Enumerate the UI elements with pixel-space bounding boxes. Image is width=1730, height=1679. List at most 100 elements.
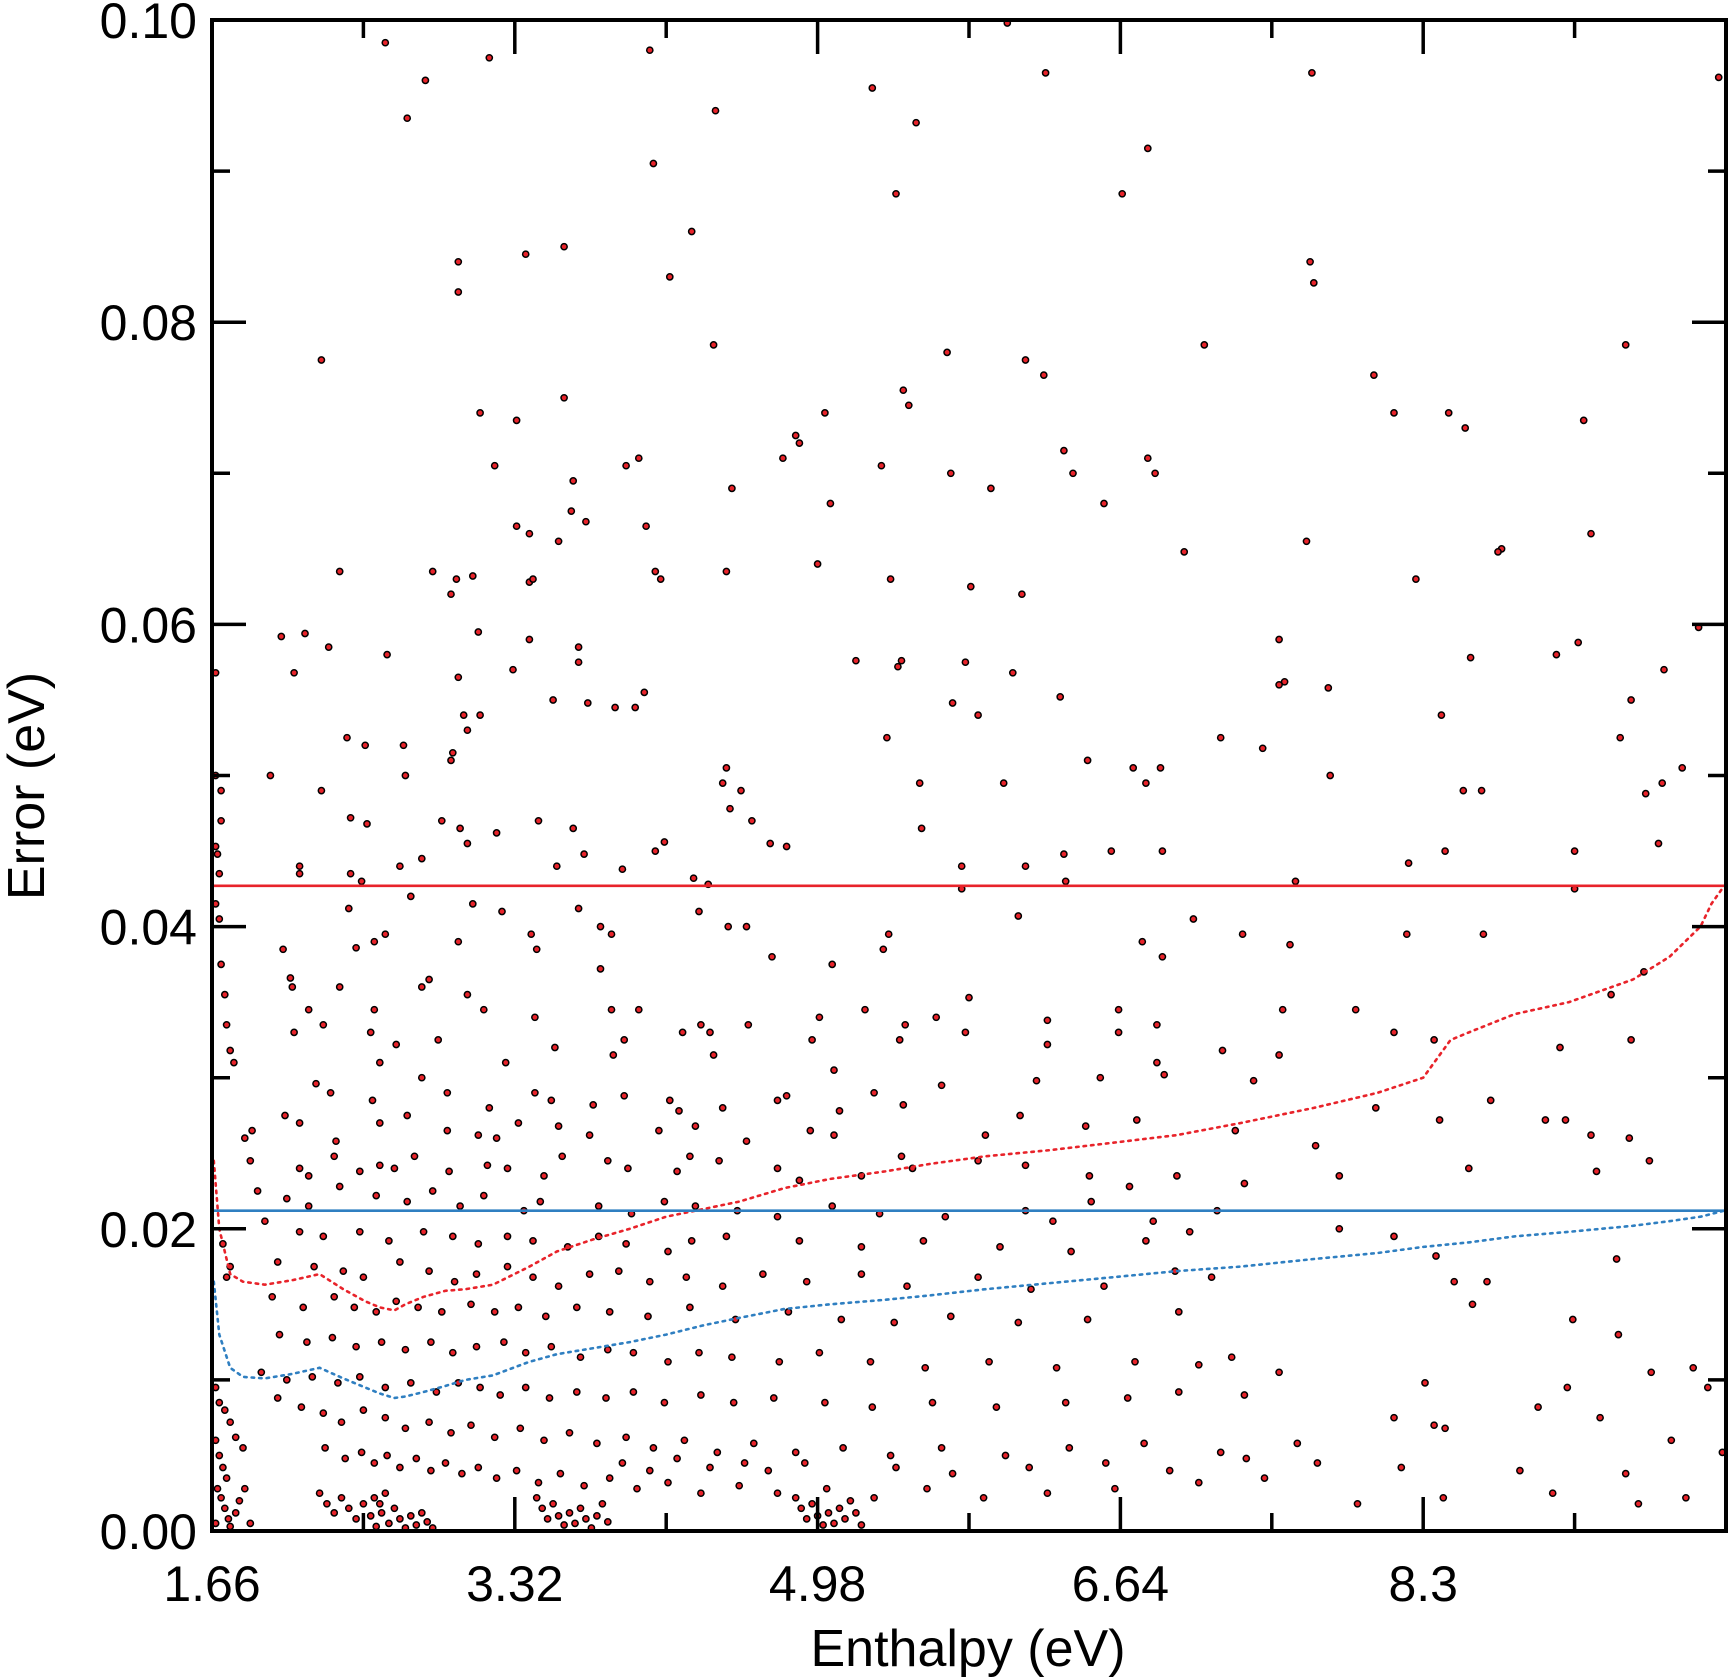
scatter-point: [1658, 779, 1667, 787]
scatter-point: [1563, 1383, 1572, 1392]
scatter-point: [565, 1509, 574, 1517]
scatter-point: [766, 839, 775, 848]
scatter-point: [593, 1512, 601, 1520]
scatter-point: [580, 1481, 588, 1490]
scatter-point: [392, 1040, 401, 1049]
scatter-point: [428, 1187, 437, 1195]
scatter-point: [381, 1413, 390, 1422]
scatter-point: [301, 629, 309, 638]
scatter-point: [317, 356, 326, 364]
scatter-point: [541, 1312, 550, 1321]
scatter-point: [1441, 1424, 1449, 1433]
scatter-point: [290, 668, 298, 677]
scatter-point: [742, 1137, 751, 1146]
scatter-point: [919, 1237, 928, 1245]
scatter-point: [346, 813, 355, 822]
scatter-point: [664, 1247, 672, 1256]
scatter-point: [1021, 862, 1030, 871]
scatter-point: [689, 874, 698, 883]
scatter-point: [377, 1509, 386, 1517]
scatter-point: [1021, 356, 1030, 364]
scatter-point: [1390, 409, 1398, 417]
scatter-point: [1216, 733, 1225, 742]
scatter-point: [534, 1478, 543, 1487]
scatter-point: [649, 159, 658, 168]
scatter-point: [286, 974, 295, 982]
scatter-point: [552, 862, 561, 871]
scatter-point: [594, 1202, 603, 1210]
scatter-point: [1634, 1499, 1643, 1508]
scatter-point: [773, 1096, 782, 1105]
scatter-point: [443, 1126, 452, 1135]
scatter-point: [1043, 1489, 1052, 1498]
scatter-point: [412, 1454, 421, 1463]
scatter-point: [217, 1493, 225, 1502]
scatter-point: [879, 945, 888, 954]
scatter-point: [468, 572, 477, 580]
scatter-point: [1477, 786, 1486, 795]
scatter-point: [381, 930, 390, 939]
scatter-point: [1682, 1493, 1690, 1502]
scatter-point: [728, 484, 736, 493]
scatter-point: [547, 1096, 556, 1105]
scatter-point: [1439, 1493, 1448, 1502]
scatter-point: [423, 1518, 432, 1526]
scatter-point: [458, 1469, 466, 1478]
scatter-point: [574, 904, 583, 913]
scatter-point: [434, 1036, 443, 1044]
scatter-point: [740, 1459, 749, 1467]
scatter-point: [352, 1342, 360, 1351]
scatter-point: [456, 1202, 464, 1210]
scatter-point: [645, 1466, 654, 1475]
scatter-point: [447, 590, 455, 599]
scatter-point: [603, 1345, 612, 1354]
scatter-point: [611, 703, 619, 712]
scatter-point: [392, 1297, 401, 1306]
scatter-point: [660, 1398, 669, 1407]
scatter-point: [1570, 847, 1579, 855]
scatter-point: [706, 1028, 714, 1037]
scatter-point: [1335, 1224, 1344, 1233]
scatter-point: [800, 1459, 809, 1467]
scatter-point: [607, 930, 616, 939]
scatter-point: [582, 517, 590, 526]
scatter-point: [1240, 1179, 1249, 1188]
scatter-point: [452, 575, 461, 583]
scatter-point: [892, 1463, 900, 1472]
scatter-point: [892, 189, 900, 198]
scatter-point: [1138, 937, 1147, 946]
scatter-point: [665, 1096, 674, 1105]
scatter-point: [310, 1262, 318, 1271]
scatter-point: [226, 1418, 235, 1427]
scatter-point: [735, 1481, 744, 1490]
scatter-point: [335, 983, 344, 991]
scatter-point: [427, 1338, 435, 1346]
scatter-point: [290, 1028, 298, 1037]
scatter-point: [295, 1164, 304, 1173]
scatter-point: [1486, 1096, 1495, 1105]
scatter-point: [459, 711, 468, 719]
scatter-point: [521, 1383, 530, 1392]
scatter-point: [839, 1444, 847, 1452]
scatter-point: [1286, 940, 1294, 949]
scatter-point: [673, 1167, 681, 1176]
scatter-point: [503, 1232, 512, 1241]
scatter-point: [295, 1227, 304, 1236]
scatter-point: [383, 1451, 391, 1460]
scatter-point: [569, 477, 578, 485]
scatter-point: [857, 1521, 866, 1529]
scatter-point: [366, 1512, 375, 1520]
scatter-point: [651, 847, 660, 855]
scatter-point: [680, 1436, 689, 1445]
scatter-point: [996, 1243, 1004, 1251]
scatter-point: [326, 1088, 335, 1097]
scatter-point: [921, 1363, 930, 1372]
scatter-point: [501, 1058, 510, 1067]
scatter-point: [215, 915, 224, 923]
scatter-point: [381, 38, 390, 47]
scatter-point: [1043, 1016, 1052, 1025]
scatter-point: [1143, 454, 1152, 463]
scatter-point: [904, 401, 913, 410]
scatter-point: [215, 1398, 224, 1407]
scatter-point: [634, 1005, 643, 1014]
